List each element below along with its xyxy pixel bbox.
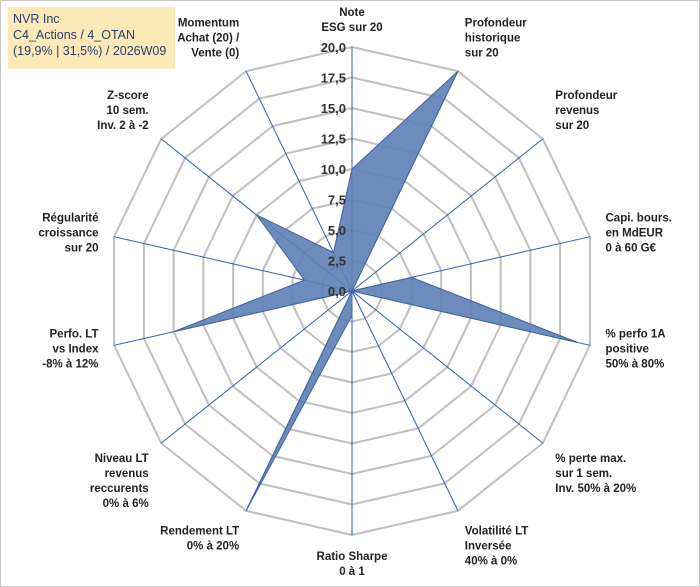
axis-label-line: 0% à 20% (187, 540, 239, 552)
axis-label-line: % perte max. (555, 453, 626, 465)
axis-label-line: Momentum (178, 18, 239, 30)
axis-label-line: historique (465, 33, 521, 45)
axis-label-line: revenus (555, 105, 599, 117)
axis-label-line: 10 sem. (106, 105, 148, 117)
axis-label-line: 50% à 80% (606, 358, 665, 370)
axis-label-line: 0 à 1 (339, 566, 365, 578)
axis-label-line: Inv. 50% à 20% (555, 483, 636, 495)
axis-label-line: Profondeur (555, 90, 617, 102)
radar-tick-labels: 0,0 2,5 5,0 7,5 10,0 12,5 15,0 17,5 20,0 (321, 40, 346, 299)
axis-label-line: Profondeur (465, 18, 527, 30)
axis-label-4: % perfo 1A positive 50% à 80% (606, 328, 666, 370)
axis-label-1: Profondeur historique sur 20 (465, 18, 527, 60)
axis-label-8: Rendement LT 0% à 20% (160, 525, 239, 552)
tick-label: 2,5 (328, 254, 346, 269)
axis-label-2: Profondeur revenus sur 20 (555, 90, 617, 132)
axis-spoke (351, 138, 544, 292)
axis-label-9: Niveau LT revenus reccurents 0% à 6% (90, 453, 149, 510)
axis-label-line: sur 20 (465, 48, 499, 60)
axis-label-line: croissance (38, 228, 98, 240)
axis-label-12: Z-score 10 sem. Inv. 2 à -2 (97, 90, 149, 132)
tick-label: 15,0 (321, 101, 346, 116)
axis-label-line: sur 1 sem. (555, 468, 612, 480)
axis-label-line: 0% à 6% (103, 498, 149, 510)
axis-label-line: ESG sur 20 (321, 22, 382, 34)
axis-label-13: Momentum Achat (20) / Vente (0) (177, 18, 240, 60)
axis-label-10: Perfo. LT vs Index -8% à 12% (42, 328, 99, 370)
axis-spoke (351, 290, 459, 512)
axis-label-line: Perfo. LT (50, 328, 99, 340)
tick-label: 12,5 (321, 132, 346, 147)
axis-spoke (160, 290, 353, 444)
axis-label-line: Capi. bours. (606, 213, 672, 225)
axis-label-7: Ratio Sharpe 0 à 1 (317, 551, 388, 578)
axis-label-line: Rendement LT (160, 525, 239, 537)
axis-label-line: Inversée (465, 540, 512, 552)
axis-label-line: Régularité (42, 213, 98, 225)
title-scores: (19,9% | 31,5%) / 2026W09 (13, 44, 167, 58)
axis-spoke (351, 290, 544, 444)
axis-label-line: Niveau LT (95, 453, 149, 465)
axis-label-line: Achat (20) / (177, 33, 240, 45)
tick-label: 17,5 (321, 71, 346, 86)
axis-label-line: Ratio Sharpe (317, 551, 388, 563)
series-area (173, 70, 579, 512)
title-box: NVR Inc C4_Actions / 4_OTAN (19,9% | 31,… (8, 7, 175, 69)
tick-label: 0,0 (328, 284, 346, 299)
axis-label-line: Inv. 2 à -2 (97, 120, 149, 132)
axis-label-line: Volatilité LT (465, 525, 528, 537)
axis-label-line: Vente (0) (191, 48, 239, 60)
tick-label: 5,0 (328, 223, 346, 238)
axis-label-line: 40% à 0% (465, 555, 517, 567)
axis-label-line: % perfo 1A (606, 328, 666, 340)
axis-label-11: Régularité croissance sur 20 (38, 213, 98, 255)
axis-label-line: Note (339, 7, 365, 19)
axis-label-line: Z-score (107, 90, 149, 102)
axis-label-line: positive (606, 343, 649, 355)
radar-axis-labels: Note ESG sur 20 Profondeur historique sur 20… (38, 7, 672, 578)
axis-label-line: en MdEUR (606, 228, 664, 240)
axis-label-line: sur 20 (555, 120, 589, 132)
axis-label-line: reccurents (90, 483, 149, 495)
title-company: NVR Inc (13, 12, 60, 26)
title-category: C4_Actions / 4_OTAN (13, 28, 136, 42)
axis-label-6: Volatilité LT Inversée 40% à 0% (465, 525, 528, 567)
axis-label-line: vs Index (52, 343, 99, 355)
axis-label-3: Capi. bours. en MdEUR 0 à 60 G€ (606, 213, 672, 255)
radar-series (173, 70, 579, 512)
axis-label-line: -8% à 12% (42, 358, 98, 370)
axis-label-5: % perte max. sur 1 sem. Inv. 50% à 20% (555, 453, 636, 495)
axis-label-line: sur 20 (65, 243, 99, 255)
axis-label-line: revenus (105, 468, 149, 480)
tick-label: 7,5 (328, 193, 346, 208)
tick-label: 20,0 (321, 40, 346, 55)
axis-label-line: 0 à 60 G€ (606, 243, 657, 255)
tick-label: 10,0 (321, 162, 346, 177)
axis-label-0: Note ESG sur 20 (321, 7, 382, 34)
